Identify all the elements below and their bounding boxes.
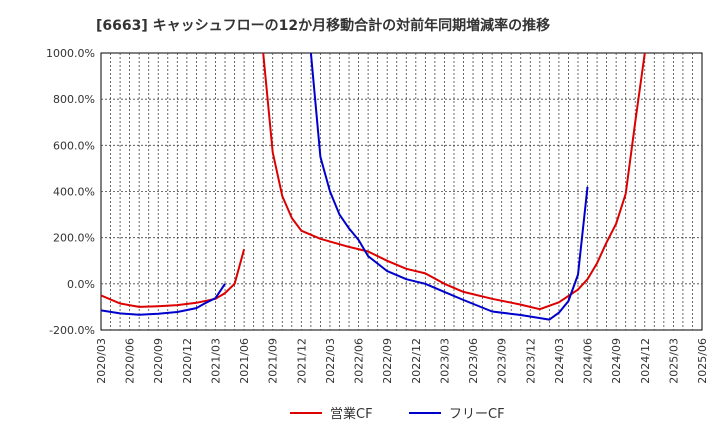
x-tick-label: 2024/09 [610, 338, 623, 384]
legend: 営業CF フリーCF [290, 406, 505, 422]
x-tick-label: 2020/09 [152, 338, 165, 384]
y-tick-label: 1000.0% [46, 47, 95, 60]
series-line-eigyo-cf [101, 248, 246, 308]
chart-title: [6663] キャッシュフローの12か月移動合計の対前年同期増減率の推移 [96, 17, 550, 34]
x-tick-label: 2022/06 [353, 338, 366, 384]
x-tick-label: 2020/06 [124, 338, 137, 384]
series-line-free-cf [309, 53, 589, 321]
x-tick-label: 2025/03 [667, 338, 680, 384]
series-line-free-cf [101, 283, 226, 316]
y-axis: -200.0% 0.0% 200.0% 400.0% 600.0% 800.0% 1000.… [46, 47, 95, 337]
x-axis: 2020/03 2020/06 2020/09 2020/12 2021/03 2021/… [95, 338, 709, 384]
y-tick-label: 200.0% [53, 232, 95, 245]
x-tick-label: 2022/12 [410, 338, 423, 384]
x-tick-label: 2023/03 [438, 338, 451, 384]
x-tick-label: 2021/12 [295, 338, 308, 384]
x-tick-label: 2023/09 [496, 338, 509, 384]
x-tick-label: 2025/06 [696, 338, 709, 384]
y-tick-label: 0.0% [67, 278, 95, 291]
x-tick-label: 2024/12 [639, 338, 652, 384]
x-tick-label: 2024/03 [553, 338, 566, 384]
y-tick-label: 600.0% [53, 139, 95, 152]
x-tick-label: 2023/06 [467, 338, 480, 384]
y-tick-label: 800.0% [53, 93, 95, 106]
series-line-eigyo-cf [262, 53, 646, 311]
y-tick-label: -200.0% [49, 324, 95, 337]
legend-label-eigyo-cf: 営業CF [330, 406, 373, 422]
x-tick-label: 2023/12 [524, 338, 537, 384]
x-tick-label: 2021/03 [209, 338, 222, 384]
x-tick-label: 2021/06 [238, 338, 251, 384]
x-tick-label: 2020/12 [181, 338, 194, 384]
x-tick-label: 2024/06 [582, 338, 595, 384]
x-tick-label: 2022/03 [324, 338, 337, 384]
x-tick-label: 2021/09 [267, 338, 280, 384]
series-lines [101, 53, 646, 321]
x-tick-label: 2022/09 [381, 338, 394, 384]
y-tick-label: 400.0% [53, 186, 95, 199]
grid-lines [101, 53, 702, 330]
legend-label-free-cf: フリーCF [449, 407, 505, 422]
x-tick-label: 2020/03 [95, 338, 108, 384]
